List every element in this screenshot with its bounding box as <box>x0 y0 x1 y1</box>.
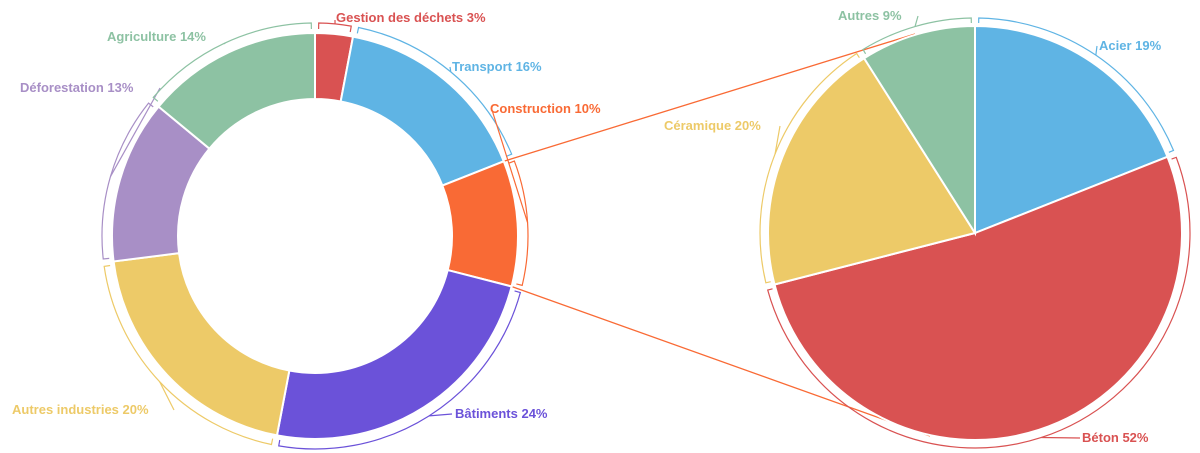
leader-line <box>1041 436 1081 439</box>
leader-line <box>914 15 919 27</box>
leader-line <box>449 66 452 72</box>
leader-bracket <box>356 26 513 158</box>
pie-slice-beton[interactable] <box>773 155 1183 442</box>
connector-lines <box>503 33 931 437</box>
leader-line <box>109 87 161 177</box>
leader-bracket <box>978 17 1175 153</box>
label-transport: Transport 16% <box>452 59 542 74</box>
donut-chart <box>111 31 519 440</box>
label-agriculture: Agriculture 14% <box>107 29 206 44</box>
label-ceramique: Céramique 20% <box>664 118 761 133</box>
leader-bracket <box>766 156 1191 449</box>
label-gestion-des-dechets: Gestion des déchets 3% <box>336 10 486 25</box>
donut-slice-construction[interactable] <box>441 159 519 288</box>
pie-slice-ceramique[interactable] <box>767 56 977 286</box>
leader-line <box>1095 45 1098 56</box>
label-autres: Autres 9% <box>838 8 902 23</box>
leader-bracket <box>278 290 522 450</box>
construction-breakdown-pie <box>767 24 1183 442</box>
leader-line <box>774 125 781 154</box>
pie-slice-acier[interactable] <box>974 24 1169 235</box>
leader-line <box>429 413 453 417</box>
pie-slice-autres[interactable] <box>862 24 976 237</box>
leader-line <box>159 381 175 411</box>
donut-slice-agriculture[interactable] <box>157 31 316 151</box>
slice-labels: Gestion des déchets 3% Transport 16% Const… <box>12 8 1162 445</box>
leader-bracket <box>101 102 154 260</box>
leader-line <box>223 42 226 45</box>
label-acier: Acier 19% <box>1099 38 1162 53</box>
leader-line <box>491 109 529 223</box>
connector-line-bottom <box>511 285 931 437</box>
label-deforestation: Déforestation 13% <box>20 80 134 95</box>
label-autres-industries: Autres industries 20% <box>12 402 149 417</box>
label-beton: Béton 52% <box>1082 430 1149 445</box>
label-batiments: Bâtiments 24% <box>455 406 548 421</box>
label-leaders <box>101 15 1191 450</box>
label-construction: Construction 10% <box>490 101 601 116</box>
connector-line-top <box>503 33 916 162</box>
